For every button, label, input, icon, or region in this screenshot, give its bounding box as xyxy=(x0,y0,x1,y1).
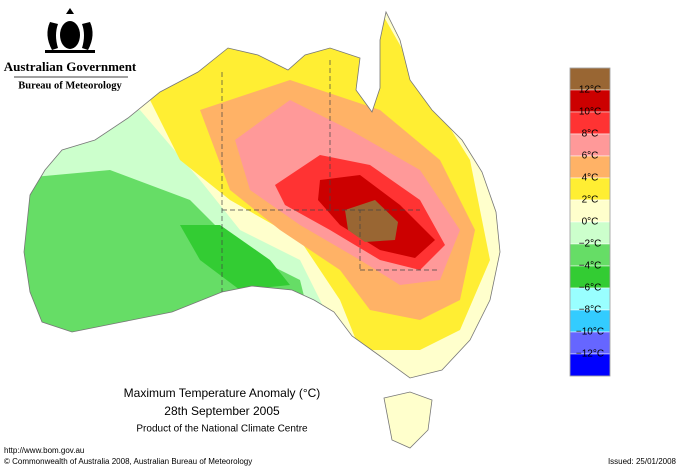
legend-label: 0°C xyxy=(582,217,599,228)
region-extreme xyxy=(345,200,398,242)
legend-label: −4°C xyxy=(579,261,602,272)
legend: 12°C 10°C 8°C 6°C 4°C 2°C 0°C −2°C −4°C −6°C −8°C −… xyxy=(569,67,611,377)
crest xyxy=(45,8,95,53)
legend-label: −8°C xyxy=(579,305,602,316)
map-source: Product of the National Climate Centre xyxy=(136,424,308,435)
footer-copyright: © Commonwealth of Australia 2008, Austra… xyxy=(4,457,252,466)
legend-label: 6°C xyxy=(582,151,599,162)
footer-url: http://www.bom.gov.au xyxy=(4,446,84,455)
state-borders xyxy=(221,60,440,292)
bureau-name: Bureau of Meteorology xyxy=(18,80,122,91)
legend-label: −10°C xyxy=(576,327,604,338)
legend-label: 8°C xyxy=(582,129,599,140)
legend-frame xyxy=(569,67,611,377)
legend-label: −12°C xyxy=(576,349,604,360)
legend-label: 2°C xyxy=(582,195,599,206)
government-name: Australian Government xyxy=(4,59,137,74)
map-date: 28th September 2005 xyxy=(164,404,280,418)
legend-label: −2°C xyxy=(579,239,602,250)
legend-label: −6°C xyxy=(579,283,602,294)
legend-label: 12°C xyxy=(579,85,601,96)
region-colder xyxy=(180,225,290,290)
legend-label: 10°C xyxy=(579,107,601,118)
footer-issued: Issued: 25/01/2008 xyxy=(608,457,677,466)
map-title: Maximum Temperature Anomaly (°C) xyxy=(124,386,321,400)
legend-label: 4°C xyxy=(582,173,599,184)
